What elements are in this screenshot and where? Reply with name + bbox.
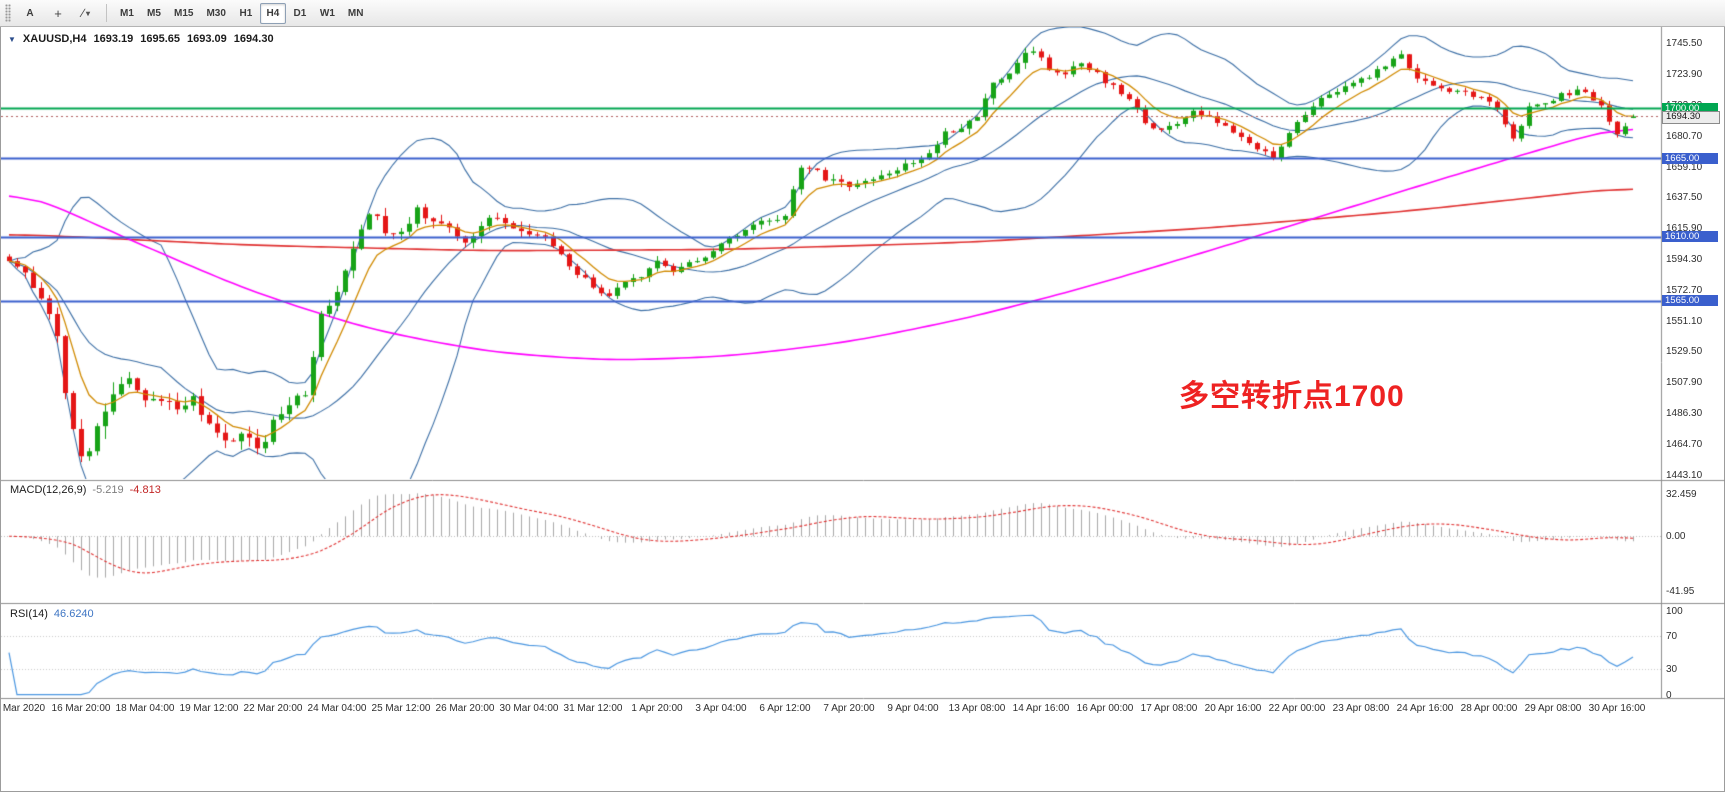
price-axis-label: 1594.30	[1666, 253, 1703, 265]
price-level-badge[interactable]: 1700.00	[1662, 102, 1718, 114]
time-axis-label: 29 Apr 08:00	[1524, 703, 1582, 714]
price-axis-label: 1745.50	[1666, 38, 1703, 50]
toolbar-grip-handle[interactable]	[5, 4, 11, 22]
timeframe-button-h4[interactable]: H4	[259, 2, 286, 24]
macd-signal-value: -4.813	[129, 484, 161, 496]
trendline-tool-button[interactable]: ∕ ▾	[73, 3, 99, 24]
price-level-badge[interactable]: 1610.00	[1662, 231, 1718, 243]
rsi-indicator-name: RSI(14)	[10, 608, 48, 620]
chevron-down-icon: ▾	[86, 8, 91, 18]
timeframe-button-m1[interactable]: M1	[114, 3, 140, 24]
time-axis-label: 6 Apr 12:00	[759, 703, 811, 714]
toolbar: A + ∕ ▾ M1 M5 M15 M30 H1 H4 D1 W1 MN	[0, 0, 1725, 27]
current-price-badge: 1694.30	[1662, 110, 1720, 124]
time-axis-label: 20 Apr 16:00	[1204, 703, 1262, 714]
price-axis-label: 1680.70	[1666, 130, 1703, 142]
timeframe-button-m30[interactable]: M30	[200, 3, 231, 24]
timeframe-button-w1[interactable]: W1	[314, 3, 341, 24]
timeframe-button-m15[interactable]: M15	[168, 3, 199, 24]
trendline-icon: ∕	[81, 6, 84, 20]
crosshair-icon: +	[54, 5, 62, 21]
time-axis-label: 22 Mar 20:00	[243, 703, 303, 714]
time-axis-label: 30 Mar 04:00	[499, 703, 559, 714]
rsi-value: 46.6240	[53, 608, 94, 620]
price-axis-label: 1572.70	[1666, 284, 1703, 296]
ohlc-high: 1695.65	[140, 33, 181, 45]
price-level-badge[interactable]: 1665.00	[1662, 152, 1718, 164]
time-axis-label: 24 Apr 16:00	[1396, 703, 1454, 714]
chart-title: ▼ XAUUSD,H4 1693.19 1695.65 1693.09 1694…	[8, 33, 274, 45]
time-axis-label: 18 Mar 04:00	[115, 703, 175, 714]
time-axis-label: 26 Mar 20:00	[435, 703, 495, 714]
ohlc-close: 1694.30	[233, 33, 274, 45]
price-axis-label: 1529.50	[1666, 346, 1703, 358]
time-axis-label: 30 Apr 16:00	[1588, 703, 1646, 714]
price-axis-label: 1615.90	[1666, 223, 1703, 235]
chart-window[interactable]: ▼ XAUUSD,H4 1693.19 1695.65 1693.09 1694…	[0, 27, 1725, 792]
text-tool-button[interactable]: A	[17, 3, 43, 24]
ohlc-open: 1693.19	[93, 33, 134, 45]
crosshair-tool-button[interactable]: +	[45, 3, 71, 24]
ohlc-low: 1693.09	[187, 33, 227, 45]
price-axis-label: 1464.70	[1666, 438, 1703, 450]
macd-axis-label: 32.459	[1666, 488, 1697, 500]
price-axis-label: 1443.10	[1666, 469, 1703, 481]
time-axis-label: 31 Mar 12:00	[563, 703, 623, 714]
macd-axis-label: -41.95	[1666, 586, 1695, 598]
collapse-icon[interactable]: ▼	[8, 34, 16, 44]
timeframe-button-h1[interactable]: H1	[233, 3, 259, 24]
price-axis-label: 1486.30	[1666, 407, 1703, 419]
time-axis-label: 22 Apr 00:00	[1268, 703, 1326, 714]
price-level-badge[interactable]: 1565.00	[1662, 295, 1718, 307]
price-chart-canvas[interactable]	[1, 27, 1725, 792]
macd-indicator-name: MACD(12,26,9)	[10, 484, 87, 496]
time-axis-label: 28 Apr 00:00	[1460, 703, 1518, 714]
timeframe-buttons: M1 M5 M15 M30 H1 H4 D1 W1 MN	[114, 2, 370, 24]
macd-axis-label: 0.00	[1666, 531, 1686, 543]
time-axis-label: 24 Mar 04:00	[307, 703, 367, 714]
timeframe-button-d1[interactable]: D1	[287, 3, 313, 24]
time-axis-label: 13 Apr 08:00	[948, 703, 1006, 714]
rsi-axis-label: 30	[1666, 664, 1678, 676]
rsi-panel-label: RSI(14) 46.6240	[10, 608, 94, 620]
time-axis-label: 9 Apr 04:00	[887, 703, 939, 714]
time-axis-label: 19 Mar 12:00	[179, 703, 239, 714]
timeframe-button-mn[interactable]: MN	[342, 3, 370, 24]
time-axis-label: 23 Apr 08:00	[1332, 703, 1390, 714]
symbol-label: XAUUSD,H4	[22, 33, 87, 45]
rsi-axis-label: 100	[1666, 605, 1683, 617]
timeframe-button-m5[interactable]: M5	[141, 3, 167, 24]
time-axis-label: 16 Apr 00:00	[1076, 703, 1134, 714]
time-axis-label: 14 Apr 16:00	[1012, 703, 1070, 714]
time-axis-label: 1 Apr 20:00	[631, 703, 683, 714]
time-axis-label: 7 Apr 20:00	[823, 703, 875, 714]
time-axis-label: 17 Apr 08:00	[1140, 703, 1198, 714]
price-axis-label: 1723.90	[1666, 69, 1703, 81]
time-axis-label: 16 Mar 20:00	[51, 703, 111, 714]
macd-main-value: -5.219	[92, 484, 124, 496]
price-axis-label: 1659.10	[1666, 161, 1703, 173]
toolbar-separator	[106, 4, 107, 22]
price-axis-label: 1507.90	[1666, 377, 1703, 389]
rsi-axis-label: 70	[1666, 630, 1678, 642]
macd-panel-label: MACD(12,26,9) -5.219 -4.813	[10, 484, 161, 496]
price-axis-label: 1551.10	[1666, 315, 1703, 327]
time-axis-label: 25 Mar 12:00	[371, 703, 431, 714]
time-axis-label: 13 Mar 2020	[0, 703, 46, 714]
rsi-axis-label: 0	[1666, 689, 1672, 701]
price-axis-label: 1637.50	[1666, 192, 1703, 204]
time-axis-label: 3 Apr 04:00	[695, 703, 747, 714]
price-annotation: 多空转折点1700	[1179, 380, 1405, 413]
